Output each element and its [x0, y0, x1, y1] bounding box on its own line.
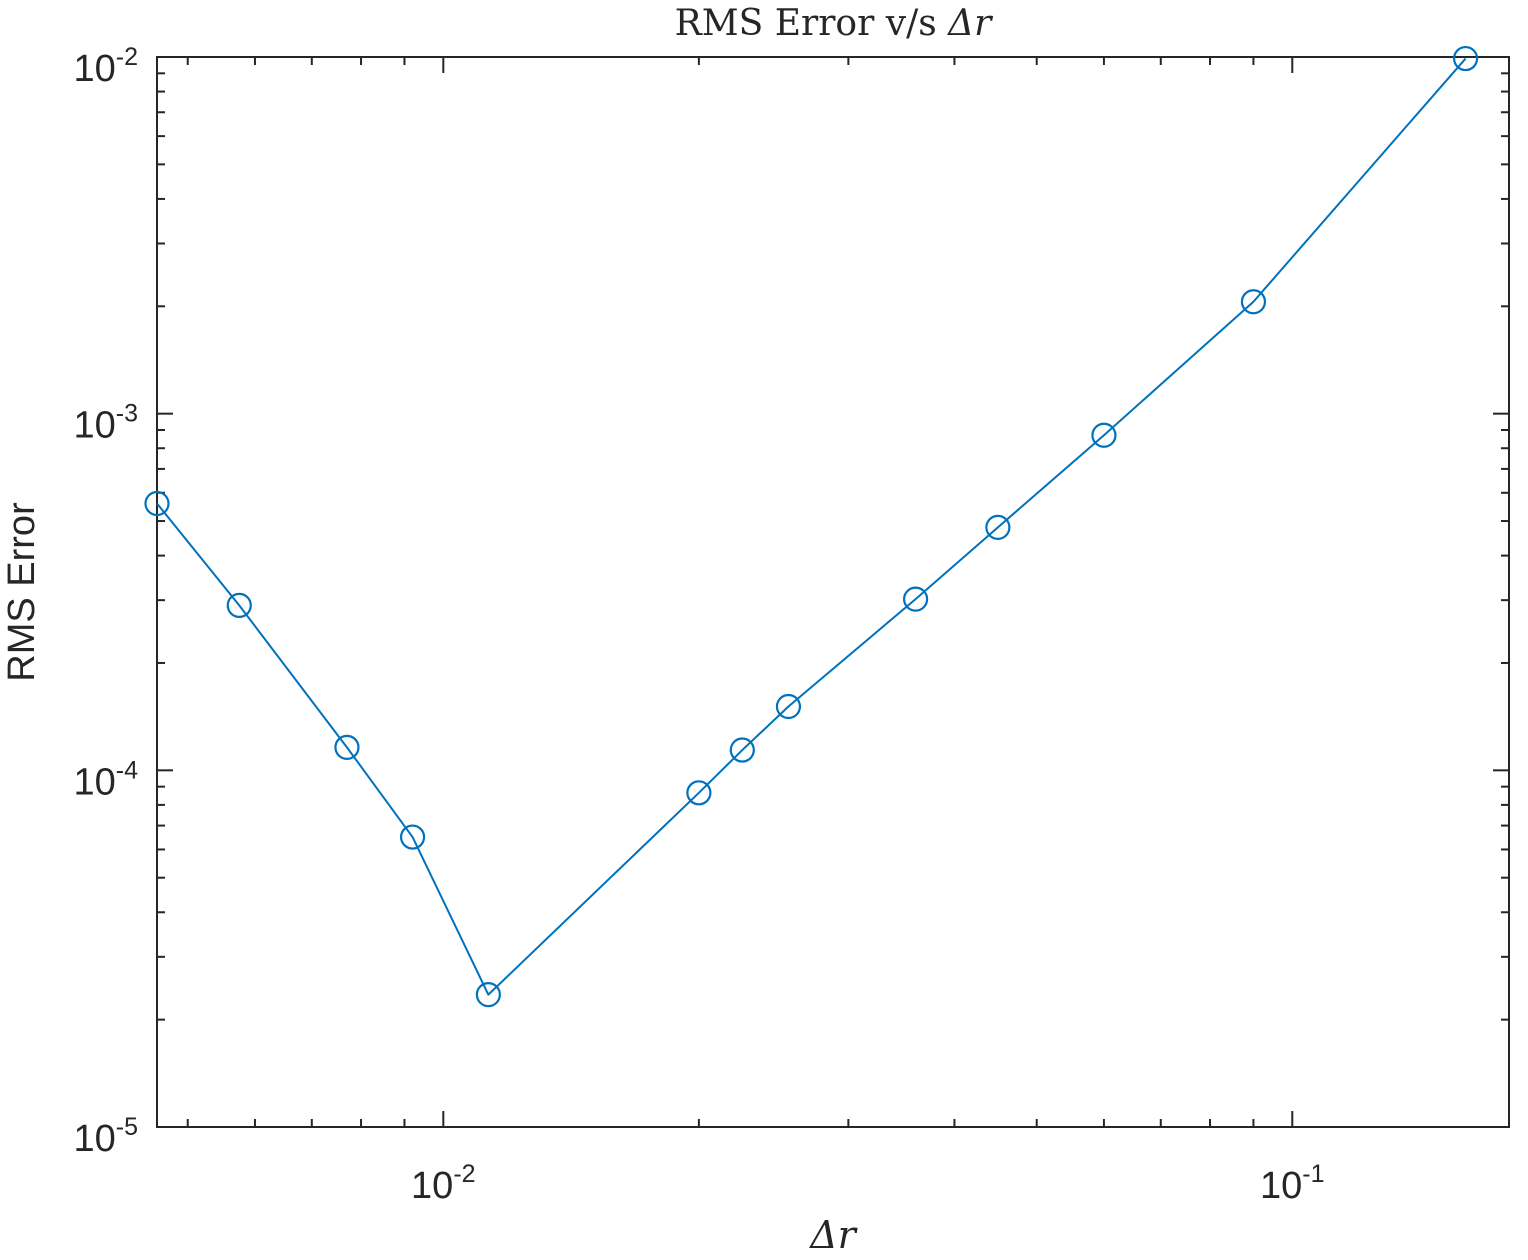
data-point-marker: [144, 490, 170, 517]
chart-title: RMS Error v/s Δr: [675, 3, 993, 44]
series-layer: [144, 45, 1479, 1008]
y-tick-label: 10-5: [73, 1113, 138, 1160]
y-tick-label: 10-3: [73, 400, 138, 447]
data-point-marker: [334, 734, 360, 760]
data-point-marker: [475, 982, 501, 1008]
x-axis-label: Δr: [808, 1213, 858, 1255]
data-point-marker: [1240, 289, 1267, 315]
data-point-marker: [985, 514, 1011, 540]
ticks-layer: 10-5 10-4 10-3 10-2 10-2 10-1: [73, 43, 1509, 1207]
y-tick-label: 10-4: [73, 756, 138, 803]
plot-area-frame: [156, 56, 1510, 1128]
data-point-marker: [686, 780, 712, 806]
data-point-marker: [226, 592, 252, 619]
x-tick-label: 10-1: [1260, 1160, 1325, 1207]
data-point-marker: [1452, 45, 1479, 72]
series-line: [156, 57, 1467, 996]
data-point-marker: [729, 737, 755, 763]
x-tick-label: 10-2: [411, 1160, 476, 1207]
data-point-marker: [399, 824, 426, 850]
data-point-marker: [1091, 422, 1117, 448]
y-axis-label: RMS Error: [1, 502, 43, 682]
data-point-marker: [902, 586, 929, 612]
y-tick-label: 10-2: [73, 43, 138, 90]
data-point-marker: [775, 693, 802, 720]
